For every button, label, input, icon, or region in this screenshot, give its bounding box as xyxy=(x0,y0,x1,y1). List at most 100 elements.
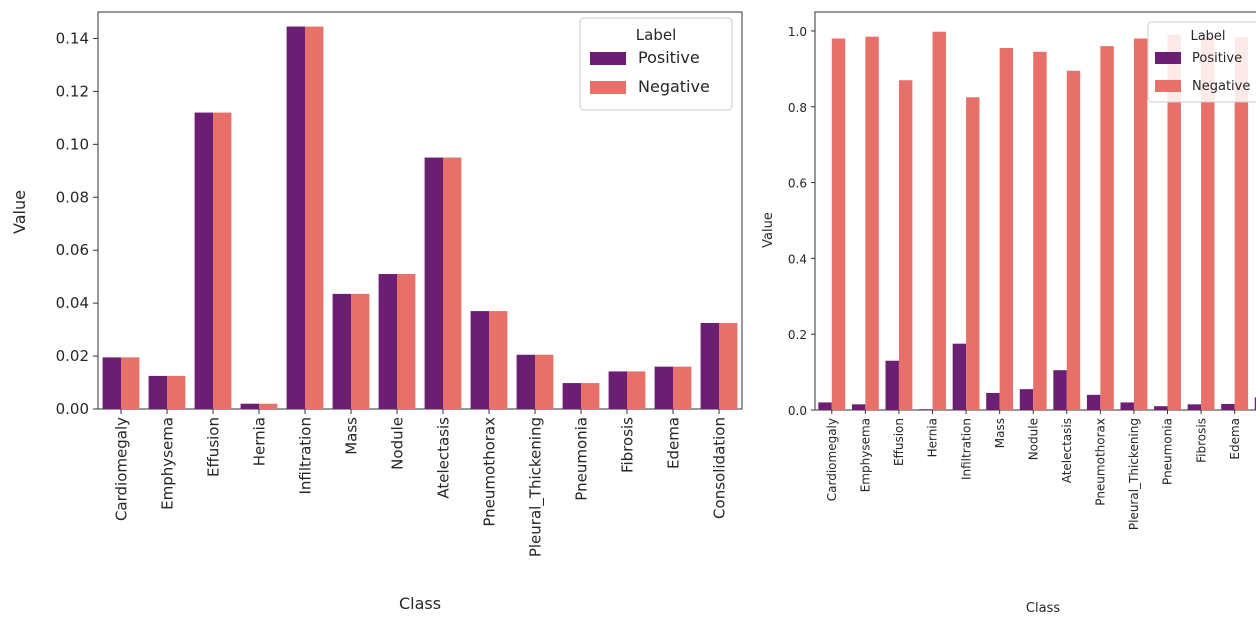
legend-label-positive: Positive xyxy=(1192,51,1242,66)
bar-negative xyxy=(167,375,186,409)
bar-positive xyxy=(1154,406,1168,410)
y-tick-label: 0.04 xyxy=(56,294,89,312)
bar-negative xyxy=(1201,36,1215,411)
y-tick-label: 0.8 xyxy=(788,101,807,115)
bar-positive xyxy=(1221,403,1235,410)
x-tick-label: Atelectasis xyxy=(1060,418,1074,483)
x-axis-label: Class xyxy=(399,594,441,613)
bar-positive xyxy=(851,404,866,410)
legend-swatch-positive xyxy=(590,52,626,65)
bar-positive xyxy=(608,371,627,409)
bar-negative xyxy=(1234,37,1249,410)
x-tick-label: Hernia xyxy=(250,417,268,466)
bar-negative xyxy=(966,97,980,411)
bar-positive xyxy=(1053,370,1067,410)
bar-positive xyxy=(1019,389,1034,410)
bar-positive xyxy=(818,402,832,410)
x-tick-label: Mass xyxy=(342,417,360,455)
x-tick-label: Fibrosis xyxy=(618,417,636,473)
bar-negative xyxy=(443,157,462,409)
bar-negative xyxy=(581,383,600,409)
x-tick-label: Effusion xyxy=(892,418,906,466)
x-tick-label: Pneumothorax xyxy=(1094,418,1108,506)
bar-negative xyxy=(999,48,1014,411)
x-tick-label: Fibrosis xyxy=(1194,418,1208,463)
y-tick-label: 0.2 xyxy=(788,328,807,342)
x-tick-label: Pleural_Thickening xyxy=(526,417,545,557)
bar-negative xyxy=(831,38,846,411)
bar-negative xyxy=(1033,51,1047,411)
chart-right: 0.0 0.2 0.4 0.6 0.8 1.0 Cardiomegaly Emphysema E… xyxy=(761,11,1256,616)
bar-negative xyxy=(397,274,416,409)
bar-negative xyxy=(535,354,554,409)
x-tick-label: Pneumonia xyxy=(1161,418,1175,485)
bar-negative xyxy=(932,31,946,410)
x-tick-label: Emphysema xyxy=(158,417,176,510)
bar-positive xyxy=(286,26,305,409)
bar-positive xyxy=(562,383,581,409)
x-tick-label: Infiltration xyxy=(296,417,314,495)
bar-negative xyxy=(1100,46,1114,410)
bar-positive xyxy=(1120,402,1134,410)
bar-positive xyxy=(102,357,121,409)
bar-negative xyxy=(259,403,278,409)
bar-negative xyxy=(1066,70,1081,410)
legend-label-negative: Negative xyxy=(638,77,710,96)
x-tick-label: Emphysema xyxy=(859,418,873,492)
bar-positive xyxy=(1086,394,1101,410)
x-tick-label: Pneumonia xyxy=(572,417,590,501)
y-tick-label: 0.14 xyxy=(56,29,89,47)
bar-negative xyxy=(489,311,508,409)
y-tick-label: 0.0 xyxy=(788,404,807,418)
legend-title: Label xyxy=(636,26,676,44)
x-axis-label: Class xyxy=(1026,601,1060,616)
legend-swatch-positive xyxy=(1155,52,1181,64)
bar-positive xyxy=(378,274,397,409)
bar-negative xyxy=(673,366,692,409)
plot-frame xyxy=(814,11,1256,411)
bar-negative xyxy=(865,36,879,411)
bar-negative xyxy=(213,112,232,409)
y-axis-label: Value xyxy=(761,212,776,248)
legend-title: Label xyxy=(1190,29,1225,44)
bar-negative xyxy=(898,80,913,410)
x-tick-label: Consolidation xyxy=(710,417,728,519)
bar-positive xyxy=(240,403,259,409)
y-tick-label: 0.10 xyxy=(56,135,89,153)
legend-swatch-negative xyxy=(1155,80,1181,92)
y-tick-label: 0.08 xyxy=(56,188,89,206)
bar-negative xyxy=(121,357,140,409)
plot-frame xyxy=(97,11,743,410)
legend-label-negative: Negative xyxy=(1192,79,1250,94)
y-tick-label: 0.02 xyxy=(56,347,89,365)
x-tick-label: Cardiomegaly xyxy=(112,417,130,521)
bar-negative xyxy=(351,293,370,409)
bar-negative xyxy=(1167,34,1181,410)
bar-positive xyxy=(986,392,1000,410)
y-tick-label: 0.12 xyxy=(56,82,89,100)
y-tick-label: 1.0 xyxy=(788,25,807,39)
bar-positive xyxy=(1254,397,1256,410)
bar-positive xyxy=(952,343,967,410)
x-tick-label: Mass xyxy=(993,418,1007,448)
x-tick-label: Hernia xyxy=(926,418,940,457)
x-tick-label: Atelectasis xyxy=(434,417,452,499)
x-tick-label: Pleural_Thickening xyxy=(1127,418,1141,530)
legend-label-positive: Positive xyxy=(638,48,700,67)
x-tick-label: Nodule xyxy=(388,417,406,470)
bar-negative xyxy=(1133,38,1148,411)
chart-left: 0.00 0.02 0.04 0.06 0.08 0.10 0.12 0.14 Cardiome… xyxy=(10,11,743,613)
bar-positive xyxy=(700,322,719,409)
bar-positive xyxy=(919,409,933,410)
y-axis-label: Value xyxy=(10,190,29,234)
bar-positive xyxy=(148,375,167,409)
bar-negative xyxy=(627,371,646,409)
y-tick-label: 0.06 xyxy=(56,241,89,259)
bar-positive xyxy=(516,354,535,409)
bar-positive xyxy=(885,360,899,410)
legend-swatch-negative xyxy=(590,81,626,94)
x-tick-label: Edema xyxy=(664,417,682,469)
bar-positive xyxy=(1187,404,1202,410)
bar-positive xyxy=(424,157,443,409)
